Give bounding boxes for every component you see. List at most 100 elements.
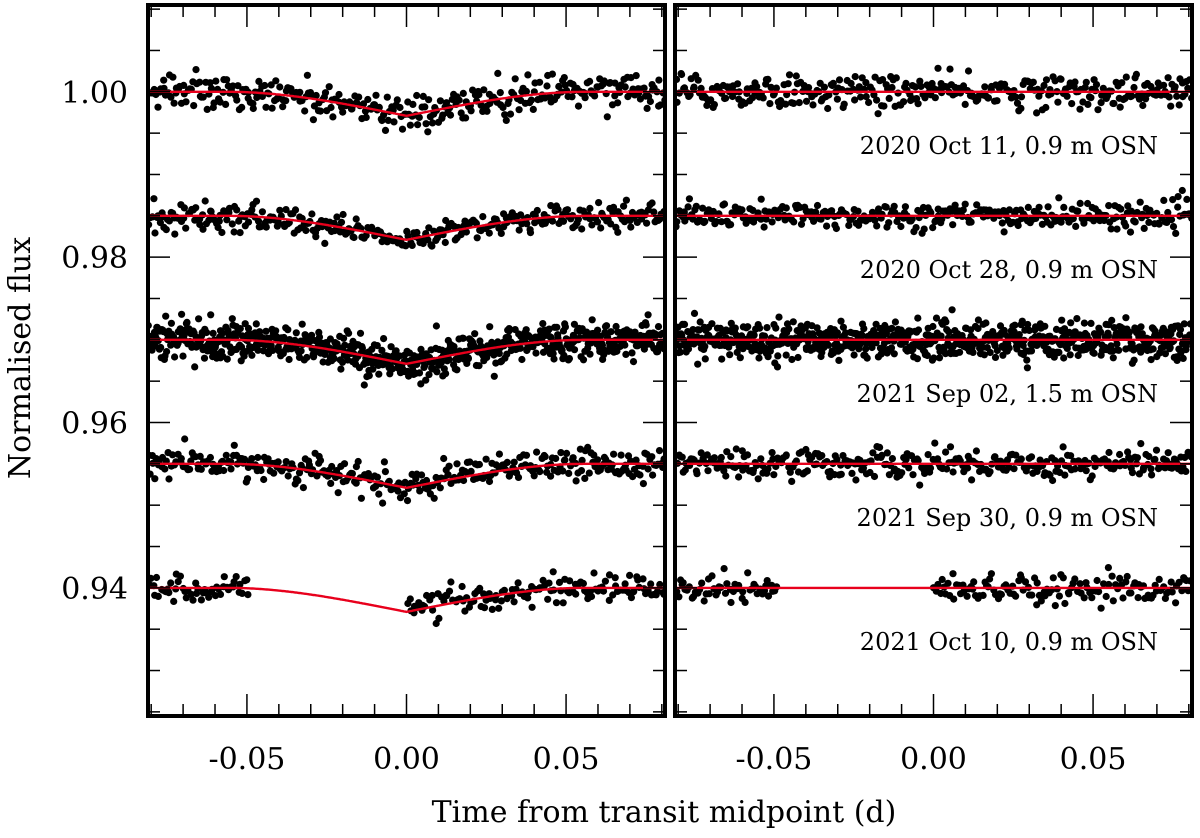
data-point [888, 455, 897, 463]
data-point [365, 372, 373, 380]
data-point [154, 592, 162, 601]
data-point [982, 319, 990, 327]
data-point [862, 79, 870, 87]
data-point [837, 470, 845, 478]
data-point [578, 456, 586, 464]
data-point [1068, 100, 1076, 108]
data-point [1105, 580, 1113, 589]
x-tick-label: 0.05 [1060, 742, 1127, 777]
data-point [522, 87, 531, 95]
data-point [301, 107, 309, 115]
data-point [1108, 572, 1116, 580]
data-point [284, 326, 292, 334]
data-point [272, 77, 280, 85]
data-point [934, 580, 942, 589]
y-axis-title: Normalised flux [3, 237, 38, 479]
data-point [712, 218, 720, 226]
data-point [599, 587, 608, 595]
data-point [418, 471, 426, 479]
data-point [516, 344, 525, 352]
data-point [805, 84, 813, 92]
data-point [406, 595, 414, 603]
data-point [479, 213, 487, 221]
data-point [697, 449, 705, 457]
data-point [581, 94, 589, 102]
data-point [190, 102, 198, 110]
data-point [1059, 574, 1067, 582]
data-point [179, 352, 187, 360]
data-point [968, 476, 976, 484]
data-point [368, 225, 376, 234]
data-point [210, 99, 218, 107]
data-point [480, 86, 488, 94]
data-point [253, 93, 261, 102]
data-point [298, 320, 306, 328]
data-point [180, 81, 188, 89]
data-point [321, 350, 329, 358]
data-point [848, 469, 856, 477]
data-point [312, 233, 320, 241]
data-point [684, 203, 692, 211]
data-point [723, 448, 731, 456]
data-point [858, 332, 867, 340]
data-point [400, 490, 408, 498]
data-point [726, 351, 734, 359]
data-point [417, 380, 425, 388]
data-point [1108, 316, 1116, 324]
data-point [560, 351, 568, 359]
data-point [260, 475, 268, 484]
data-point [200, 354, 209, 362]
data-point [587, 592, 596, 601]
data-point [727, 598, 735, 607]
data-point [369, 365, 377, 373]
data-point [574, 215, 583, 223]
data-point [710, 454, 719, 462]
data-point [868, 343, 876, 352]
data-point [352, 479, 360, 487]
data-point [1017, 93, 1026, 101]
data-point [931, 439, 939, 447]
data-point [1107, 225, 1115, 233]
data-point [394, 487, 402, 495]
data-point [605, 571, 614, 579]
data-point [430, 494, 438, 502]
data-point [187, 590, 195, 599]
data-point [264, 455, 272, 463]
data-point [218, 329, 226, 337]
data-point [495, 604, 503, 612]
data-point [961, 100, 969, 108]
data-point [441, 238, 449, 247]
data-point [276, 206, 284, 214]
data-point [701, 342, 709, 350]
data-point [1017, 455, 1025, 463]
data-point [1136, 198, 1144, 206]
data-point [681, 466, 689, 474]
data-point [578, 225, 586, 233]
series-annotation-4: 2021 Sep 30, 0.9 m OSN [857, 504, 1158, 532]
data-point [473, 234, 481, 242]
data-point [1179, 354, 1187, 362]
data-point [1137, 323, 1145, 331]
data-point [1164, 449, 1172, 457]
data-point [165, 589, 173, 597]
data-point [220, 573, 228, 581]
data-point [914, 100, 922, 108]
data-point [244, 218, 253, 226]
data-point [622, 350, 630, 358]
data-point [825, 91, 833, 99]
data-point [453, 460, 461, 468]
data-point [458, 582, 466, 591]
data-point [643, 104, 651, 112]
data-point [421, 361, 429, 370]
data-point [1024, 320, 1032, 329]
data-point [682, 339, 690, 347]
data-point [517, 211, 525, 219]
data-point [794, 353, 802, 362]
data-point [471, 330, 479, 338]
data-point [594, 456, 602, 464]
data-point [483, 107, 491, 115]
data-point [248, 351, 256, 359]
data-point [833, 329, 842, 337]
data-point [946, 65, 954, 73]
data-point [591, 92, 599, 100]
